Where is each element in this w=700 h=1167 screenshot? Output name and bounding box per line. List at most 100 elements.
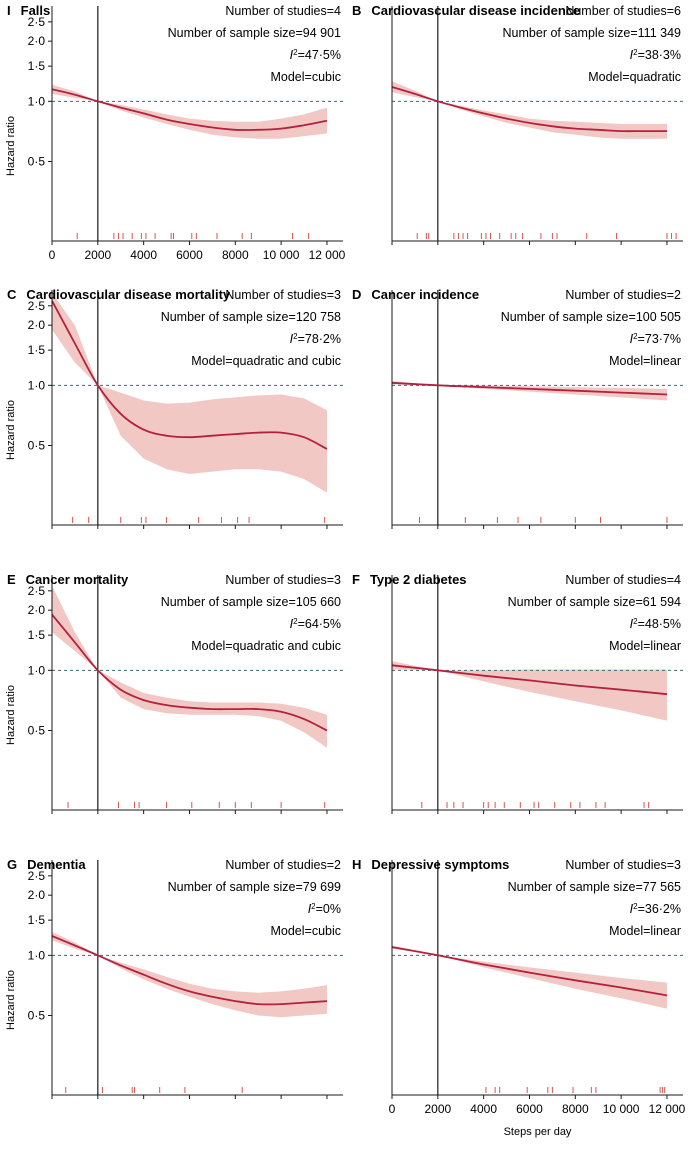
panel-title: C Cardiovascular disease mortality xyxy=(7,287,231,302)
sample-size: Number of sample size=120 758 xyxy=(161,310,341,324)
x-tick-label: 0 xyxy=(49,248,56,262)
confidence-band xyxy=(392,661,667,721)
y-axis-label: Hazard ratio xyxy=(5,116,17,176)
y-tick-label: 1·0 xyxy=(28,378,46,392)
i-squared-value: =47·5% xyxy=(298,48,341,62)
studies-count: Number of studies=4 xyxy=(225,4,341,18)
i-squared: I2=48·5% xyxy=(630,617,681,632)
hazard-ratio-curve xyxy=(51,88,328,131)
panel-d: D Cancer incidence Number of studies=2 Numb… xyxy=(352,287,683,529)
panel-i: 0·5 1·0 1·5 2·0 2·5 Hazard ratio 0 2000 4000 6000… xyxy=(5,3,346,262)
panel-title: F Type 2 diabetes xyxy=(352,572,467,587)
y-tick-label: 2·5 xyxy=(28,869,46,883)
i-squared-exponent: 2 xyxy=(633,617,638,626)
panel-title: B Cardiovascular disease incidence xyxy=(352,3,580,18)
sample-size: Number of sample size=61 594 xyxy=(508,595,681,609)
y-tick-label: 2·0 xyxy=(28,888,46,902)
model-type: Model=linear xyxy=(609,354,681,368)
confidence-band xyxy=(52,292,327,493)
i-squared: I2=78·2% xyxy=(290,332,341,347)
model-type: Model=cubic xyxy=(270,70,341,84)
y-tick-label: 1·5 xyxy=(28,628,46,642)
y-tick-label: 1·0 xyxy=(28,94,46,108)
x-axis-label: Steps per day xyxy=(504,1126,572,1138)
x-tick-label: 10 000 xyxy=(603,1102,640,1116)
i-squared-exponent: 2 xyxy=(293,617,298,626)
hazard-ratio-curve xyxy=(391,86,667,133)
panel-title-text: Cardiovascular disease incidence xyxy=(371,3,580,18)
i-squared-value: =73·7% xyxy=(638,332,681,346)
panel-letter: D xyxy=(352,287,361,302)
x-tick-label: 12 000 xyxy=(309,248,346,262)
panel-g: 0·5 1·0 1·5 2·0 2·5 Hazard ratio G Dementia Numb… xyxy=(5,857,343,1099)
x-tick-label: 0 xyxy=(389,1102,396,1116)
x-tick-label: 12 000 xyxy=(649,1102,686,1116)
panel-title-text: Cardiovascular disease mortality xyxy=(26,287,231,302)
i-squared: I2=64·5% xyxy=(290,617,341,632)
x-tick-label: 6000 xyxy=(176,248,203,262)
y-tick-label: 1·5 xyxy=(28,343,46,357)
hazard-ratio-curve xyxy=(391,381,668,396)
i-squared-symbol: I xyxy=(290,617,294,631)
sample-size: Number of sample size=100 505 xyxy=(501,310,681,324)
confidence-band xyxy=(52,585,327,748)
hazard-ratio-curve xyxy=(391,664,668,696)
x-tick-label: 6000 xyxy=(516,1102,543,1116)
panel-letter: E xyxy=(7,572,16,587)
studies-count: Number of studies=3 xyxy=(225,573,341,587)
panel-title: H Depressive symptoms xyxy=(352,857,509,872)
panel-title: I Falls xyxy=(7,3,50,18)
i-squared-exponent: 2 xyxy=(633,332,638,341)
panel-title-text: Dementia xyxy=(27,857,86,872)
y-tick-label: 2·0 xyxy=(28,603,46,617)
panel-title: D Cancer incidence xyxy=(352,287,479,302)
panel-title: G Dementia xyxy=(7,857,86,872)
y-tick-label: 0·5 xyxy=(28,723,46,737)
x-tick-label: 2000 xyxy=(424,1102,451,1116)
x-tick-label: 4000 xyxy=(470,1102,497,1116)
confidence-band xyxy=(392,381,667,401)
i-squared-symbol: I xyxy=(630,332,634,346)
y-tick-label: 1·0 xyxy=(28,948,46,962)
i-squared: I2=0% xyxy=(308,902,341,917)
model-type: Model=quadratic and cubic xyxy=(191,639,341,653)
model-type: Model=cubic xyxy=(270,924,341,938)
sample-size: Number of sample size=79 699 xyxy=(168,880,341,894)
panel-title-text: Cancer incidence xyxy=(371,287,479,302)
i-squared: I2=73·7% xyxy=(630,332,681,347)
panel-title-text: Type 2 diabetes xyxy=(370,572,467,587)
y-axis-label: Hazard ratio xyxy=(5,400,17,460)
panel-title-text: Cancer mortality xyxy=(26,572,129,587)
studies-count: Number of studies=2 xyxy=(565,288,681,302)
panel-title-text: Depressive symptoms xyxy=(371,857,509,872)
i-squared-symbol: I xyxy=(308,902,312,916)
x-tick-label: 8000 xyxy=(562,1102,589,1116)
x-tick-label: 2000 xyxy=(84,248,111,262)
y-tick-label: 2·0 xyxy=(28,318,46,332)
model-type: Model=linear xyxy=(609,924,681,938)
i-squared-symbol: I xyxy=(630,902,634,916)
studies-count: Number of studies=4 xyxy=(565,573,681,587)
i-squared-exponent: 2 xyxy=(633,48,638,57)
x-tick-label: 4000 xyxy=(130,248,157,262)
y-tick-label: 1·5 xyxy=(28,913,46,927)
y-tick-label: 0·5 xyxy=(28,438,46,452)
y-tick-label: 0·5 xyxy=(28,154,46,168)
panel-title-text: Falls xyxy=(21,3,51,18)
panel-title: E Cancer mortality xyxy=(7,572,129,587)
panel-e: 0·5 1·0 1·5 2·0 2·5 Hazard ratio E Cancer morta… xyxy=(5,572,343,814)
confidence-band xyxy=(52,84,327,139)
x-tick-label: 10 000 xyxy=(263,248,300,262)
panel-f: F Type 2 diabetes Number of studies=4 Numbe… xyxy=(352,572,683,814)
sample-size: Number of sample size=94 901 xyxy=(168,26,341,40)
panel-b: B Cardiovascular disease incidenceNumber … xyxy=(352,3,683,245)
panel-letter: I xyxy=(7,3,11,18)
x-tick-label: 8000 xyxy=(222,248,249,262)
confidence-band xyxy=(52,931,327,1018)
panel-letter: H xyxy=(352,857,361,872)
i-squared-symbol: I xyxy=(630,48,634,62)
panel-h: 0 2000 4000 6000 8000 10 000 12 000 Steps per d… xyxy=(352,857,686,1138)
y-tick-label: 2·5 xyxy=(28,15,46,29)
sample-size: Number of sample size=77 565 xyxy=(508,880,681,894)
